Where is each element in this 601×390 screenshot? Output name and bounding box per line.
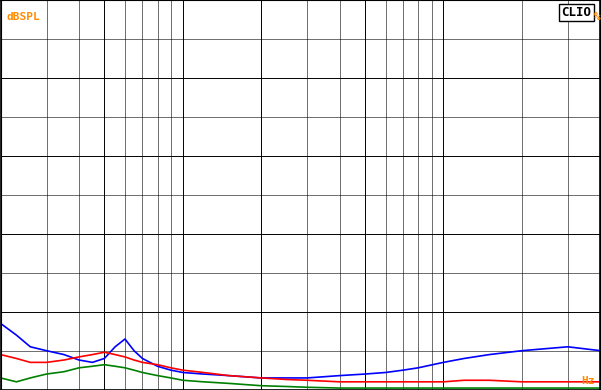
Text: %: %: [594, 12, 600, 22]
Text: dBSPL: dBSPL: [7, 12, 40, 22]
Text: CLIO: CLIO: [561, 6, 591, 19]
Text: Hz: Hz: [581, 376, 594, 386]
